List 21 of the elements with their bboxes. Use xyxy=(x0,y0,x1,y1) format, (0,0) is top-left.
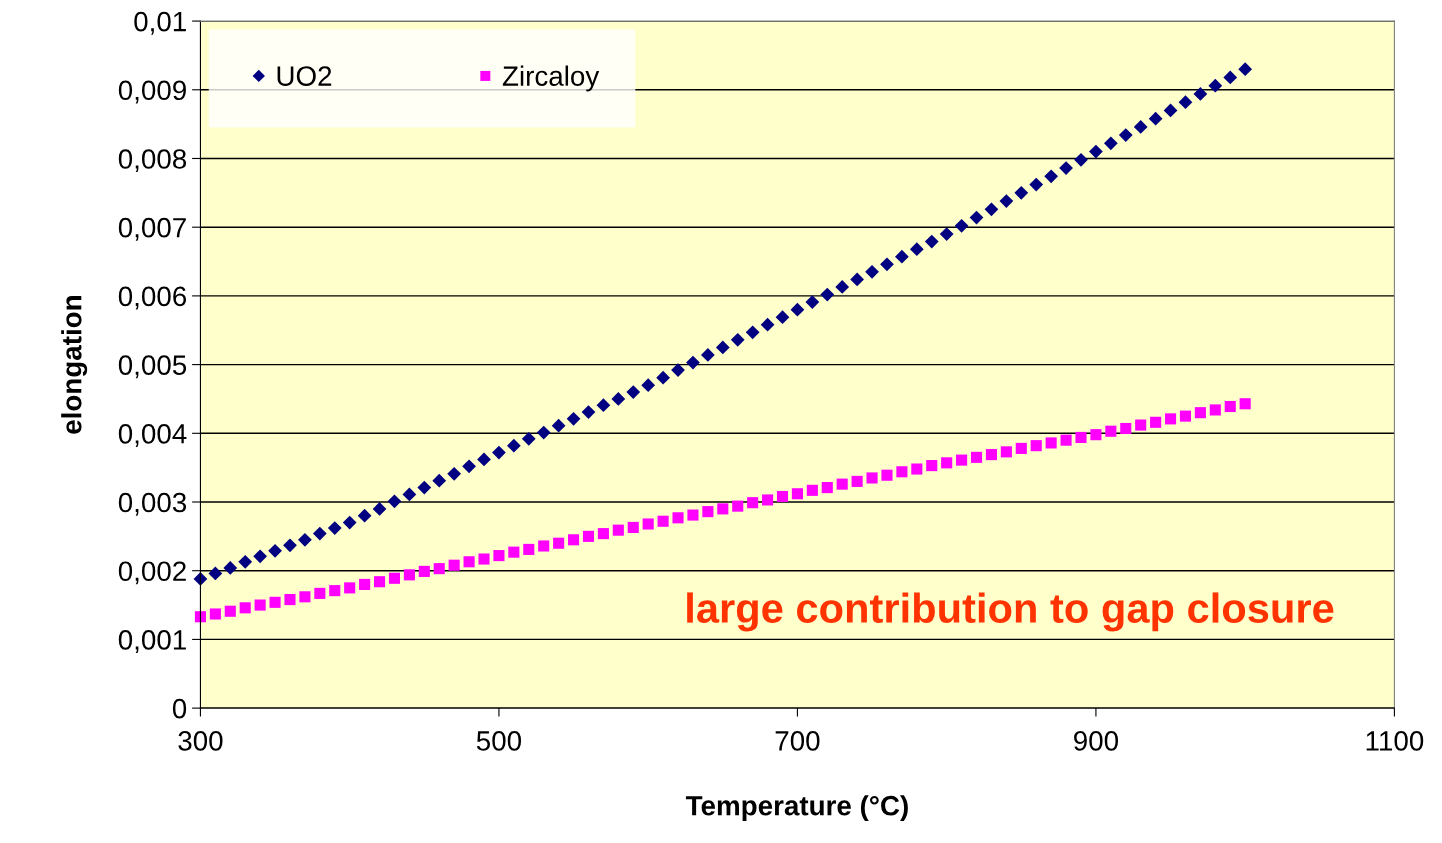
y-tick-label: 0,007 xyxy=(118,217,186,241)
x-tick-label: 500 xyxy=(476,731,522,751)
legend-label: Zircaloy xyxy=(502,65,600,92)
y-tick-label: 0,001 xyxy=(118,630,186,654)
y-tick-label: 0 xyxy=(172,698,187,719)
y-tick-label: 0,008 xyxy=(118,149,187,173)
y-tick-label: 0,002 xyxy=(118,561,186,585)
x-tick-label: 300 xyxy=(178,731,223,751)
x-tick-label: 900 xyxy=(1074,731,1119,751)
x-axis-title: Temperature (°C) xyxy=(685,795,908,822)
y-tick-label: 0,006 xyxy=(118,286,187,310)
legend-label: UO2 xyxy=(277,66,332,86)
y-axis-title: elongation xyxy=(61,296,88,434)
x-tick-label: 1100 xyxy=(1366,731,1424,751)
y-tick-label: 0,009 xyxy=(118,80,186,104)
annotation: large contribution to gap closure xyxy=(687,592,1334,632)
y-tick-label: 0,004 xyxy=(118,423,187,447)
y-tick-label: 0,003 xyxy=(118,492,187,516)
y-tick-label: 0,01 xyxy=(134,11,186,35)
x-tick-label: 700 xyxy=(775,731,820,751)
y-tick-label: 0,005 xyxy=(118,355,187,379)
